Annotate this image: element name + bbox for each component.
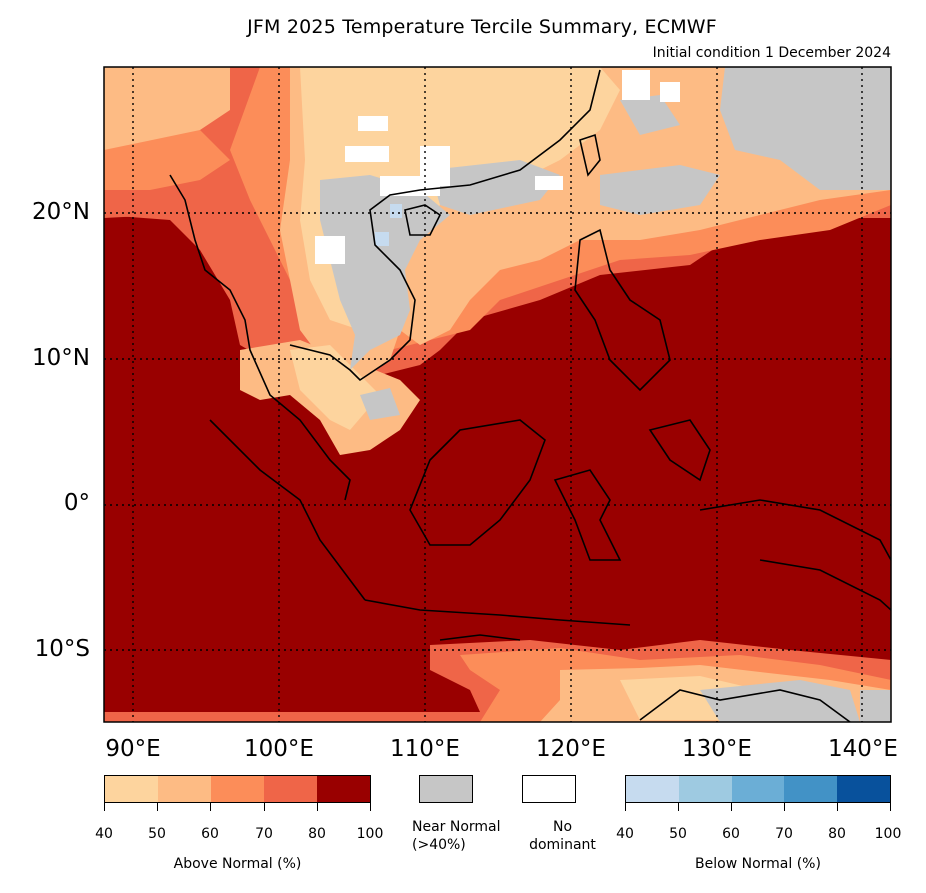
lon-label-120e: 120°E	[536, 736, 606, 762]
near-normal-label: Near Normal (>40%)	[412, 819, 501, 853]
gridlines	[104, 67, 891, 722]
lat-label-20n: 20°N	[32, 199, 90, 225]
above-tick-50: 50	[148, 826, 166, 842]
near-normal-region	[320, 175, 450, 370]
lon-label-90e: 90°E	[105, 736, 161, 762]
above-tick-60: 60	[201, 826, 219, 842]
below-normal-40-50-region	[390, 204, 402, 218]
lon-label-110e: 110°E	[390, 736, 460, 762]
above-tick-100: 100	[356, 826, 384, 842]
lat-label-0: 0°	[63, 490, 90, 516]
lon-label-130e: 130°E	[682, 736, 752, 762]
above-tick-40: 40	[95, 826, 113, 842]
above-normal-legend-title: Above Normal (%)	[173, 856, 302, 872]
lat-label-10s: 10°S	[34, 636, 90, 662]
map-title: JFM 2025 Temperature Tercile Summary, EC…	[247, 16, 717, 38]
no-dominant-swatch	[522, 775, 576, 803]
below-tick-50: 50	[669, 826, 687, 842]
above-tick-80: 80	[308, 826, 326, 842]
below-tick-60: 60	[722, 826, 740, 842]
below-tick-70: 70	[775, 826, 793, 842]
below-normal-colorbar	[625, 775, 891, 803]
lon-label-100e: 100°E	[244, 736, 314, 762]
below-tick-40: 40	[616, 826, 634, 842]
above-tick-70: 70	[255, 826, 273, 842]
no-dominant-region	[622, 70, 650, 100]
above-normal-colorbar	[104, 775, 371, 803]
map-frame	[103, 66, 892, 723]
below-tick-80: 80	[828, 826, 846, 842]
coastlines	[169, 69, 891, 722]
lat-label-10n: 10°N	[32, 345, 90, 371]
below-normal-legend-title: Below Normal (%)	[695, 856, 821, 872]
below-tick-100: 100	[874, 826, 902, 842]
initial-condition-subtitle: Initial condition 1 December 2024	[652, 45, 891, 61]
no-dominant-label: No dominant	[529, 819, 596, 853]
lon-label-140e: 140°E	[828, 736, 898, 762]
near-normal-swatch	[419, 775, 473, 803]
